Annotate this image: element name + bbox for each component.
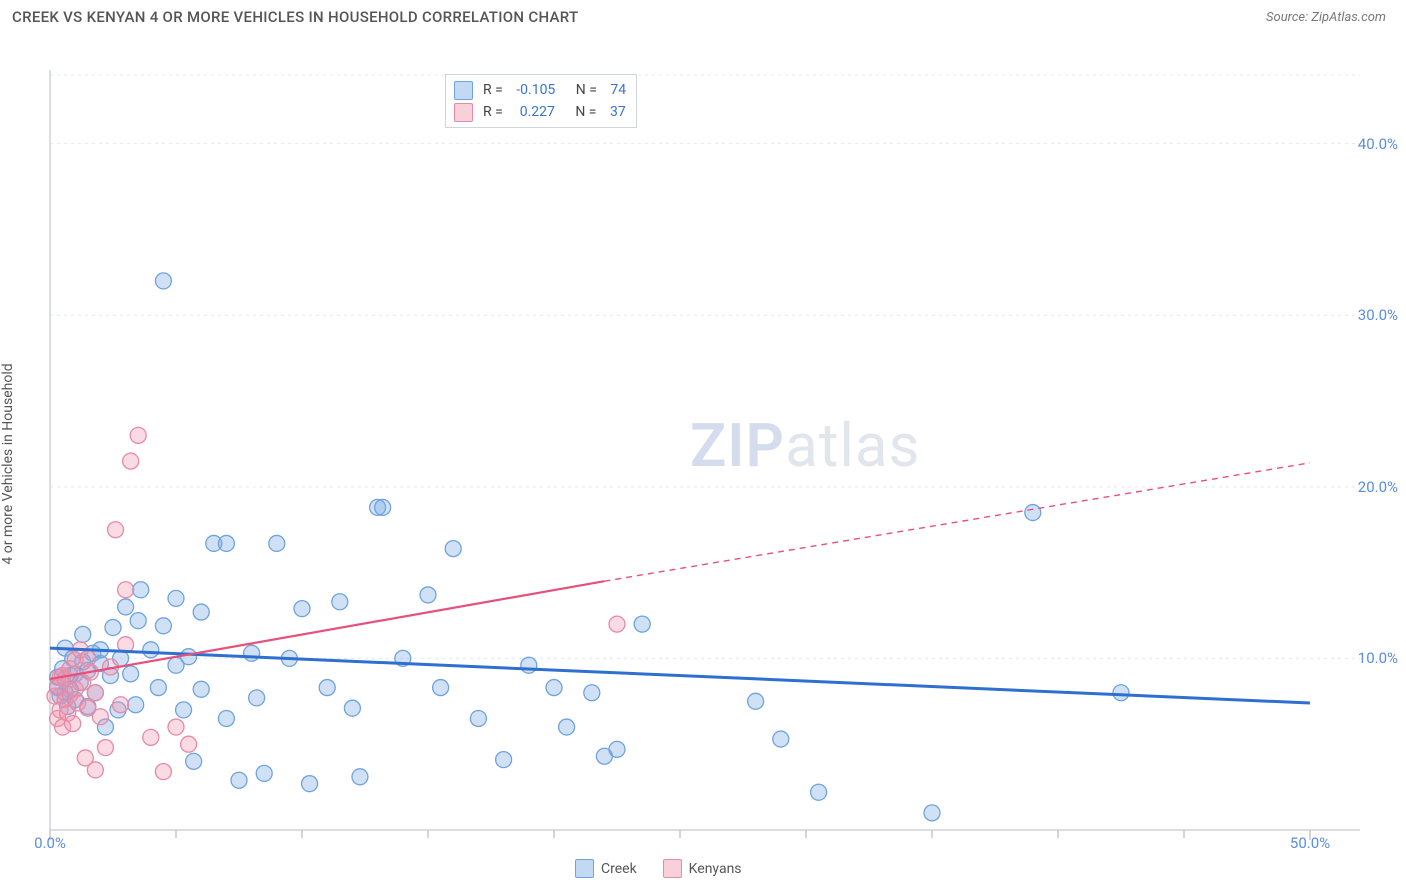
chart-area: 4 or more Vehicles in Household ZIPatlas…	[0, 30, 1406, 882]
legend-item-kenyans: Kenyans	[663, 859, 742, 878]
chart-source: Source: ZipAtlas.com	[1266, 10, 1386, 25]
swatch-icon	[663, 859, 682, 878]
legend-item-creek: Creek	[575, 859, 637, 878]
swatch-kenyans	[454, 103, 473, 122]
swatch-icon	[575, 859, 594, 878]
scatter-plot	[0, 30, 1406, 882]
series-legend: Creek Kenyans	[575, 859, 742, 878]
y-tick-label: 10.0%	[1358, 649, 1398, 667]
swatch-creek	[454, 81, 473, 100]
x-tick-label: 50.0%	[1290, 834, 1330, 852]
chart-title: CREEK VS KENYAN 4 OR MORE VEHICLES IN HO…	[12, 8, 578, 26]
correlation-row-creek: R = -0.105 N = 74	[454, 79, 626, 101]
y-tick-label: 20.0%	[1358, 478, 1398, 496]
y-tick-label: 30.0%	[1358, 306, 1398, 324]
correlation-legend: R = -0.105 N = 74 R = 0.227 N = 37	[445, 74, 637, 128]
y-axis-label: 4 or more Vehicles in Household	[0, 363, 16, 564]
x-tick-label: 0.0%	[34, 834, 66, 852]
chart-header: CREEK VS KENYAN 4 OR MORE VEHICLES IN HO…	[0, 0, 1406, 30]
y-tick-label: 40.0%	[1358, 135, 1398, 153]
correlation-row-kenyans: R = 0.227 N = 37	[454, 101, 626, 123]
